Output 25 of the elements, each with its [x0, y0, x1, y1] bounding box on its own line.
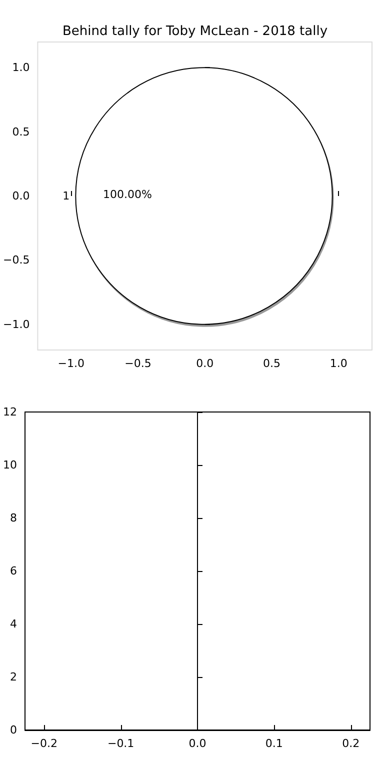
x-tick-label: −0.2	[30, 737, 58, 750]
y-tick-label: 1.0	[12, 61, 30, 74]
y-tick-label: 2	[10, 670, 17, 684]
x-tick-label: 0.0	[188, 737, 206, 750]
y-tick-label: −1.0	[2, 318, 30, 331]
x-tick-label: −1.0	[58, 357, 84, 370]
data-label: 100.00%	[103, 188, 152, 201]
y-tick-label: −0.5	[2, 254, 30, 267]
y-tick-label: 10	[2, 458, 17, 472]
x-tick-label: 0.0	[196, 357, 214, 370]
y-tick-label: 12	[2, 406, 17, 418]
y-tick-label: 4	[10, 618, 17, 630]
x-tick-label: 1.0	[330, 357, 348, 370]
x-tick-label: −0.5	[124, 357, 152, 370]
y-tick-label: 6	[10, 564, 17, 578]
y-tick-label: 0.5	[12, 125, 30, 138]
y-tick-label: 0	[10, 724, 17, 736]
slice-label: 1	[62, 190, 70, 202]
x-tick-label: 0.2	[342, 737, 360, 750]
x-tick-label: 0.5	[262, 357, 280, 370]
chart-title: Behind tally for Toby McLean - 2018 tally	[62, 24, 328, 39]
y-tick-label: 8	[10, 512, 17, 524]
y-tick-label: 0.0	[12, 190, 30, 202]
x-tick-label: 0.1	[265, 737, 283, 750]
x-tick-label: −0.1	[107, 737, 134, 750]
